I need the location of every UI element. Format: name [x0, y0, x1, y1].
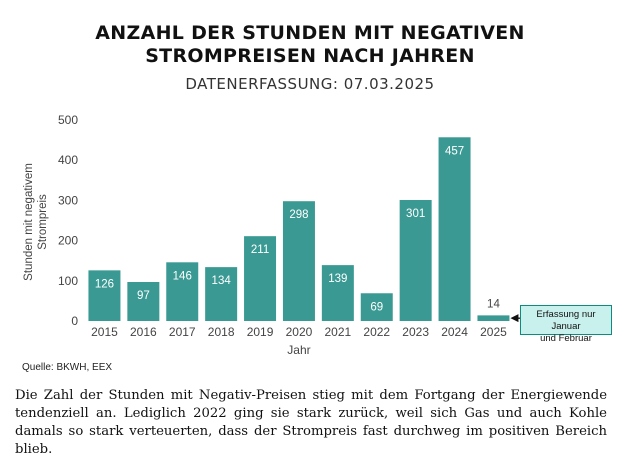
annotation-box: Erfassung nur Januar und Februar — [520, 305, 612, 344]
bar-value-label: 139 — [328, 273, 347, 285]
y-tick-label: 200 — [58, 234, 78, 248]
x-tick-label: 2021 — [324, 325, 351, 339]
bar-value-label: 14 — [487, 298, 500, 310]
x-tick-label: 2015 — [91, 325, 118, 339]
x-tick-label: 2024 — [441, 325, 468, 339]
y-tick-label: 0 — [71, 314, 78, 328]
bar-value-label: 69 — [370, 301, 383, 313]
chart-title-line2: STROMPREISEN NACH JAHREN — [145, 45, 475, 67]
bar-2017 — [166, 262, 199, 321]
chart-title-line1: ANZAHL DER STUNDEN MIT NEGATIVEN — [95, 22, 525, 44]
bar-2021 — [321, 265, 354, 321]
source-note: Quelle: BKWH, EEX — [22, 362, 113, 373]
y-tick-label: 100 — [58, 274, 78, 288]
y-tick-label: 300 — [58, 193, 78, 207]
bar-value-label: 301 — [406, 208, 425, 220]
y-tick-label: 500 — [58, 113, 78, 127]
y-tick-label: 400 — [58, 153, 78, 167]
bar-value-label: 457 — [445, 145, 464, 157]
x-tick-label: 2025 — [480, 325, 507, 339]
bar-2025 — [477, 315, 510, 321]
bar-value-label: 211 — [251, 244, 269, 256]
bar-2020 — [282, 201, 315, 321]
x-tick-label: 2019 — [247, 325, 274, 339]
x-tick-label: 2020 — [286, 325, 313, 339]
bar-2015 — [88, 270, 121, 321]
bar-chart: 0 100 200 300 400 500 Stunden mit negativem Str… — [23, 113, 520, 357]
x-tick-label: 2018 — [208, 325, 235, 339]
annotation-line2: und Februar — [540, 333, 592, 344]
bar-2023 — [399, 199, 432, 321]
annotation-line1: Erfassung nur Januar — [536, 309, 596, 332]
x-tick-label: 2023 — [402, 325, 429, 339]
chart-title: ANZAHL DER STUNDEN MIT NEGATIVEN STROMPR… — [0, 22, 620, 68]
annotation-arrow-head — [510, 314, 519, 323]
x-tick-label: 2016 — [130, 325, 157, 339]
caption-text: Die Zahl der Stunden mit Negativ-Preisen… — [15, 388, 607, 457]
chart-subtitle: DATENERFASSUNG: 07.03.2025 — [185, 75, 435, 93]
y-axis-label-line2: Strompreis — [37, 194, 49, 250]
bar-2018 — [205, 267, 238, 321]
bar-value-label: 97 — [137, 290, 150, 302]
x-tick-label: 2017 — [169, 325, 196, 339]
bar-value-label: 126 — [95, 278, 114, 290]
bar-2016 — [127, 282, 160, 321]
bar-2019 — [244, 236, 277, 321]
bar-2024 — [438, 137, 471, 321]
x-axis-label: Jahr — [287, 343, 310, 357]
bar-2022 — [360, 293, 393, 321]
x-tick-label: 2022 — [363, 325, 390, 339]
bar-value-label: 298 — [289, 209, 308, 221]
y-axis-label-line1: Stunden mit negativem — [23, 163, 35, 281]
bar-value-label: 146 — [173, 270, 192, 282]
bar-value-label: 134 — [212, 275, 232, 287]
